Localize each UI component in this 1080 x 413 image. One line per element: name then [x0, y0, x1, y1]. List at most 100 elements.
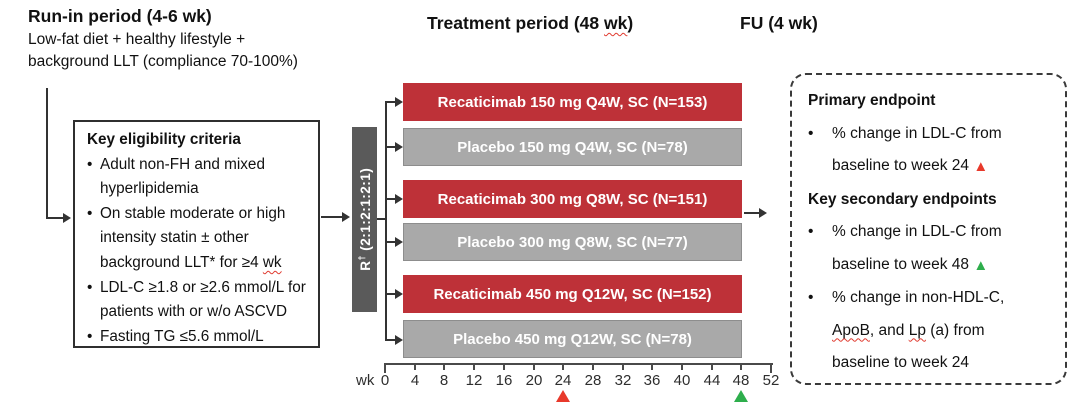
runin-line2: background LLT (compliance 70-100%) [28, 53, 298, 70]
green-triangle-marker-icon: ▲ [973, 256, 989, 274]
secondary-endpoint-1-text: % change in LDL-C from baseline to week … [832, 216, 1051, 282]
arm-bar-placebo-300: Placebo 300 mg Q8W, SC (N=77) [403, 223, 742, 261]
eligibility-bullet-4: Fasting TG ≤5.6 mmol/L [87, 325, 308, 350]
primary-endpoint-line2: baseline to week 24 ▲ [832, 150, 1051, 184]
axis-label-24: 24 [554, 372, 572, 389]
randomization-r: R [357, 260, 373, 272]
secondary-endpoint-2-line3: baseline to week 24 [832, 354, 970, 371]
axis-tick-28 [592, 363, 594, 370]
endpoints-box: Primary endpoint % change in LDL-C from … [790, 73, 1067, 385]
eligibility-to-randomization-arrowhead-icon [342, 212, 350, 222]
secondary-endpoint-1-line2: baseline to week 48 ▲ [832, 249, 1051, 283]
branch-arrowhead-arm5-icon [395, 289, 403, 299]
axis-label-0: 0 [380, 372, 390, 389]
eligibility-bullet-1: Adult non-FH and mixed hyperlipidemia [87, 153, 308, 202]
primary-endpoint-line1: % change in LDL-C from [832, 124, 1002, 142]
axis-tick-32 [622, 363, 624, 370]
arm-bar-recaticimab-450: Recaticimab 450 mg Q12W, SC (N=152) [403, 275, 742, 313]
secondary-endpoint-1-line2-text: baseline to week 48 [832, 255, 974, 273]
eligibility-b2-line3: background LLT* for ≥4 wk [100, 251, 308, 276]
eligibility-b2-line1: On stable moderate or high [100, 204, 286, 222]
red-triangle-marker-icon: ▲ [973, 158, 989, 175]
primary-endpoint-text: % change in LDL-C from baseline to week … [832, 118, 1051, 184]
randomization-ratio: (2:1:2:1:2:1) [357, 167, 373, 256]
axis-tick-16 [503, 363, 505, 370]
axis-label-12: 12 [465, 372, 483, 389]
axis-tick-4 [414, 363, 416, 370]
secondary-endpoint-2-line2: ApoB, and Lp (a) from [832, 315, 1051, 348]
branch-line-arm2 [385, 146, 396, 148]
primary-endpoint-line2-text: baseline to week 24 [832, 157, 974, 174]
eligibility-b3-line2: patients with or w/o ASCVD [100, 303, 288, 321]
treatment-title-close: ) [627, 13, 634, 33]
eligibility-b2-line3-text: background LLT* for ≥4 [100, 253, 263, 271]
branch-arrowhead-arm4-icon [395, 237, 403, 247]
eligibility-to-randomization-line [321, 216, 343, 218]
axis-tick-8 [443, 363, 445, 370]
axis-label-36: 36 [643, 372, 661, 389]
secondary-endpoint-bullet-1: % change in LDL-C from baseline to week … [808, 216, 1051, 282]
eligibility-b1-line2: hyperlipidemia [100, 180, 199, 198]
axis-tick-24 [562, 363, 564, 370]
axis-label-4: 4 [410, 372, 420, 389]
eligibility-bullet-3: LDL-C ≥1.8 or ≥2.6 mmol/L for patients w… [87, 276, 308, 325]
randomization-bar: R† (2:1:2:1:2:1) [352, 127, 377, 312]
eligibility-b4-line1: Fasting TG ≤5.6 mmol/L [100, 327, 264, 345]
eligibility-b2-line3-wk: wk [262, 253, 282, 271]
eligibility-bullet-2: On stable moderate or high intensity sta… [87, 202, 308, 276]
secondary-endpoint-2-line1: % change in non-HDL-C, [832, 289, 1005, 306]
axis-tick-40 [681, 363, 683, 370]
secondary-endpoint-2-from: (a) from [925, 321, 985, 339]
eligibility-b2-line2: intensity statin ± other [100, 229, 249, 247]
axis-label-48: 48 [732, 372, 750, 389]
randomization-label: R† (2:1:2:1:2:1) [356, 168, 373, 271]
arm-bar-placebo-450: Placebo 450 mg Q12W, SC (N=78) [403, 320, 742, 358]
eligibility-title: Key eligibility criteria [87, 131, 241, 148]
runin-line1: Low-fat diet + healthy lifestyle + [28, 31, 246, 48]
eligibility-criteria-box: Key eligibility criteria Adult non-FH an… [73, 120, 320, 348]
branch-line-arm1 [385, 101, 396, 103]
week48-green-triangle-marker-icon [734, 390, 748, 402]
axis-tick-12 [473, 363, 475, 370]
secondary-endpoint-2-lp: Lp [908, 321, 926, 339]
eligibility-bullet-1-text: Adult non-FH and mixed hyperlipidemia [100, 153, 308, 202]
secondary-endpoint-2-and: , and [869, 321, 909, 339]
axis-tick-0 [384, 363, 386, 373]
secondary-endpoint-2-apob: ApoB [832, 321, 870, 339]
treatment-period-title: Treatment period (48 wk) [427, 13, 633, 34]
randomization-dagger: † [356, 255, 367, 261]
secondary-endpoint-1-line1: % change in LDL-C from [832, 223, 1002, 240]
branch-arrowhead-arm3-icon [395, 194, 403, 204]
axis-tick-44 [711, 363, 713, 370]
eligibility-b1-line1: Adult non-FH and mixed [100, 155, 265, 173]
randomization-branch-stem-line [377, 218, 387, 220]
secondary-endpoints-title: Key secondary endpoints [808, 190, 997, 208]
eligibility-bullet-3-text: LDL-C ≥1.8 or ≥2.6 mmol/L for patients w… [100, 276, 308, 325]
secondary-endpoint-bullet-2: % change in non-HDL-C, ApoB, and Lp (a) … [808, 282, 1051, 380]
axis-unit-label: wk [356, 372, 375, 389]
branch-arrowhead-arm2-icon [395, 142, 403, 152]
axis-tick-52 [770, 363, 772, 373]
runin-period-title: Run-in period (4-6 wk) [28, 6, 212, 26]
branch-arrowhead-arm6-icon [395, 335, 403, 345]
arms-to-endpoints-line [744, 212, 760, 214]
branch-line-arm4 [385, 241, 396, 243]
branch-vertical-line [385, 101, 387, 341]
treatment-title-text: Treatment period (48 [427, 13, 604, 33]
axis-label-20: 20 [525, 372, 543, 389]
runin-connector-vertical-line [46, 88, 48, 219]
week-axis-line [385, 363, 773, 365]
branch-line-arm5 [385, 293, 396, 295]
axis-label-40: 40 [673, 372, 691, 389]
axis-tick-36 [651, 363, 653, 370]
branch-line-arm3 [385, 198, 396, 200]
arm-bar-recaticimab-300: Recaticimab 300 mg Q8W, SC (N=151) [403, 180, 742, 218]
runin-arrowhead-icon [63, 213, 71, 223]
axis-label-32: 32 [614, 372, 632, 389]
arms-to-endpoints-arrowhead-icon [759, 208, 767, 218]
primary-endpoint-title: Primary endpoint [808, 92, 936, 109]
axis-label-16: 16 [495, 372, 513, 389]
followup-title: FU (4 wk) [740, 13, 818, 33]
eligibility-bullet-2-text: On stable moderate or high intensity sta… [100, 202, 308, 276]
